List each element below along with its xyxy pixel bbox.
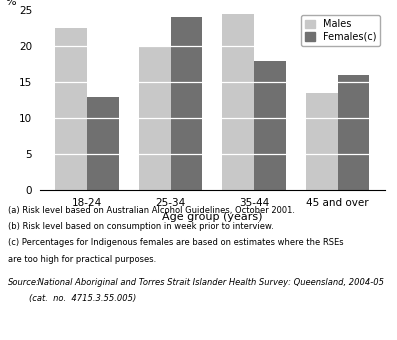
Text: are too high for practical purposes.: are too high for practical purposes.	[8, 255, 156, 264]
Text: (b) Risk level based on consumption in week prior to interview.: (b) Risk level based on consumption in w…	[8, 222, 274, 231]
Legend: Males, Females(c): Males, Females(c)	[301, 15, 380, 46]
Text: (cat.  no.  4715.3.55.005): (cat. no. 4715.3.55.005)	[8, 294, 136, 303]
Bar	[338, 75, 369, 190]
Bar	[87, 97, 119, 190]
Bar	[139, 46, 171, 190]
Bar	[56, 28, 87, 190]
Bar	[306, 93, 338, 190]
X-axis label: Age group (years): Age group (years)	[162, 212, 263, 222]
Bar	[222, 14, 254, 190]
Bar	[171, 17, 202, 190]
Text: National Aboriginal and Torres Strait Islander Health Survey: Queensland, 2004-0: National Aboriginal and Torres Strait Is…	[35, 278, 384, 287]
Text: Source:: Source:	[8, 278, 40, 287]
Text: (c) Percentages for Indigenous females are based on estimates where the RSEs: (c) Percentages for Indigenous females a…	[8, 238, 343, 247]
Text: (a) Risk level based on Australian Alcohol Guidelines, October 2001.: (a) Risk level based on Australian Alcoh…	[8, 206, 295, 215]
Text: %: %	[5, 0, 16, 6]
Bar	[254, 61, 286, 190]
